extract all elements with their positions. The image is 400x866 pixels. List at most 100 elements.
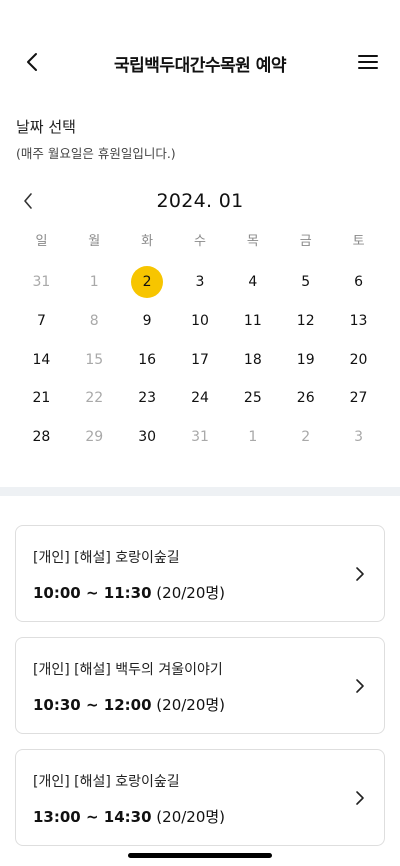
weekday-row: 일 월 화 수 목 금 토 [15, 230, 385, 249]
weekday-label: 수 [194, 234, 206, 249]
calendar-day[interactable]: 16 [121, 340, 174, 379]
program-name: [개인] [해설] 백두의 겨울이야기 [33, 662, 223, 678]
day-number: 14 [32, 351, 51, 368]
prev-month-button[interactable] [14, 187, 42, 215]
calendar-day[interactable]: 6 [332, 263, 385, 302]
section-divider [0, 487, 400, 496]
program-name: [개인] [해설] 호랑이숲길 [33, 774, 180, 790]
calendar-day[interactable]: 3 [174, 263, 227, 302]
day-number: 22 [85, 390, 104, 407]
calendar-day[interactable]: 9 [121, 302, 174, 341]
weekday-label: 토 [352, 234, 365, 249]
calendar-day[interactable]: 26 [279, 379, 332, 418]
capacity: (20/20명) [156, 808, 226, 826]
app-header: 국립백두대간수목원 예약 [0, 40, 400, 86]
calendar-day[interactable]: 7 [15, 302, 68, 341]
calendar-day[interactable]: 31 [174, 418, 227, 457]
calendar-day[interactable]: 27 [332, 379, 385, 418]
day-number: 28 [32, 429, 51, 446]
hamburger-menu-icon [358, 55, 378, 69]
chevron-right-icon [350, 676, 370, 696]
time-range: 10:30 ~ 12:00 [33, 696, 152, 714]
day-number: 1 [89, 274, 99, 291]
calendar-day[interactable]: 14 [15, 340, 68, 379]
calendar-day[interactable]: 1 [226, 418, 279, 457]
calendar-header: 2024. 01 [0, 186, 400, 216]
calendar-day[interactable]: 25 [226, 379, 279, 418]
calendar-day[interactable]: 24 [174, 379, 227, 418]
day-number: 21 [32, 390, 51, 407]
calendar-day[interactable]: 18 [226, 340, 279, 379]
day-number: 30 [138, 429, 157, 446]
calendar-day[interactable]: 15 [68, 340, 121, 379]
calendar-day[interactable]: 12 [279, 302, 332, 341]
weekday-label: 월 [88, 234, 101, 249]
calendar-day[interactable]: 20 [332, 340, 385, 379]
chevron-left-icon [24, 193, 32, 209]
calendar-day[interactable]: 11 [226, 302, 279, 341]
calendar-day[interactable]: 5 [279, 263, 332, 302]
closed-day-note: (매주 월요일은 휴원일입니다.) [16, 146, 176, 161]
day-number: 5 [301, 274, 311, 291]
day-number: 19 [296, 351, 315, 368]
calendar-day[interactable]: 31 [15, 263, 68, 302]
calendar-day[interactable]: 2 [279, 418, 332, 457]
day-number: 17 [191, 351, 209, 368]
menu-button[interactable] [354, 48, 382, 76]
chevron-right-icon [350, 788, 370, 808]
calendar-day[interactable]: 23 [121, 379, 174, 418]
home-indicator [128, 853, 272, 858]
day-number: 27 [349, 390, 368, 407]
calendar-day[interactable]: 30 [121, 418, 174, 457]
day-number: 13 [349, 313, 368, 330]
day-number: 18 [243, 351, 262, 368]
program-slot[interactable]: [개인] [해설] 호랑이숲길 13:00 ~ 14:30 (20/20명) [15, 749, 385, 846]
calendar-day[interactable]: 17 [174, 340, 227, 379]
day-number: 8 [89, 313, 99, 330]
day-number: 7 [36, 313, 46, 330]
calendar-day[interactable]: 8 [68, 302, 121, 341]
day-number: 16 [138, 351, 157, 368]
day-number: 6 [354, 274, 364, 291]
calendar-day[interactable]: 22 [68, 379, 121, 418]
day-number: 15 [85, 351, 104, 368]
program-slot[interactable]: [개인] [해설] 백두의 겨울이야기 10:30 ~ 12:00 (20/20… [15, 637, 385, 734]
weekday-label: 일 [35, 234, 48, 249]
day-number: 29 [85, 429, 104, 446]
calendar-day-selected[interactable]: 2 [121, 263, 174, 302]
calendar-grid: 31 1 2 3 4 5 6 7 8 9 10 11 12 13 14 15 16 17 18 19 20 21 22 23 2… [15, 263, 385, 456]
day-number: 26 [296, 390, 315, 407]
program-name: [개인] [해설] 호랑이숲길 [33, 550, 180, 566]
calendar-day[interactable]: 21 [15, 379, 68, 418]
day-number: 31 [32, 274, 51, 291]
weekday-label: 화 [141, 234, 154, 249]
program-slot[interactable]: [개인] [해설] 호랑이숲길 10:00 ~ 11:30 (20/20명) [15, 525, 385, 622]
time-range: 13:00 ~ 14:30 [33, 808, 152, 826]
calendar-day[interactable]: 13 [332, 302, 385, 341]
calendar-day[interactable]: 4 [226, 263, 279, 302]
calendar-day[interactable]: 1 [68, 263, 121, 302]
calendar-day[interactable]: 10 [174, 302, 227, 341]
day-number: 3 [195, 274, 205, 291]
program-time: 10:30 ~ 12:00 (20/20명) [33, 694, 225, 715]
calendar-day[interactable]: 19 [279, 340, 332, 379]
program-time: 13:00 ~ 14:30 (20/20명) [33, 806, 225, 827]
day-number: 10 [191, 313, 209, 330]
date-select-title: 날짜 선택 [16, 118, 76, 136]
chevron-left-icon [27, 53, 37, 71]
chevron-right-icon [350, 564, 370, 584]
calendar-day[interactable]: 28 [15, 418, 68, 457]
calendar-day[interactable]: 3 [332, 418, 385, 457]
time-range: 10:00 ~ 11:30 [33, 584, 152, 602]
day-number: 24 [191, 390, 209, 407]
day-number: 3 [354, 429, 364, 446]
page-title: 국립백두대간수목원 예약 [114, 55, 286, 76]
calendar-month: 2024. 01 [156, 190, 244, 212]
calendar-day[interactable]: 29 [68, 418, 121, 457]
back-button[interactable] [18, 48, 46, 76]
day-number: 2 [131, 266, 164, 299]
weekday-label: 목 [246, 234, 259, 249]
capacity: (20/20명) [156, 584, 226, 602]
day-number: 20 [349, 351, 368, 368]
day-number: 11 [243, 313, 262, 330]
